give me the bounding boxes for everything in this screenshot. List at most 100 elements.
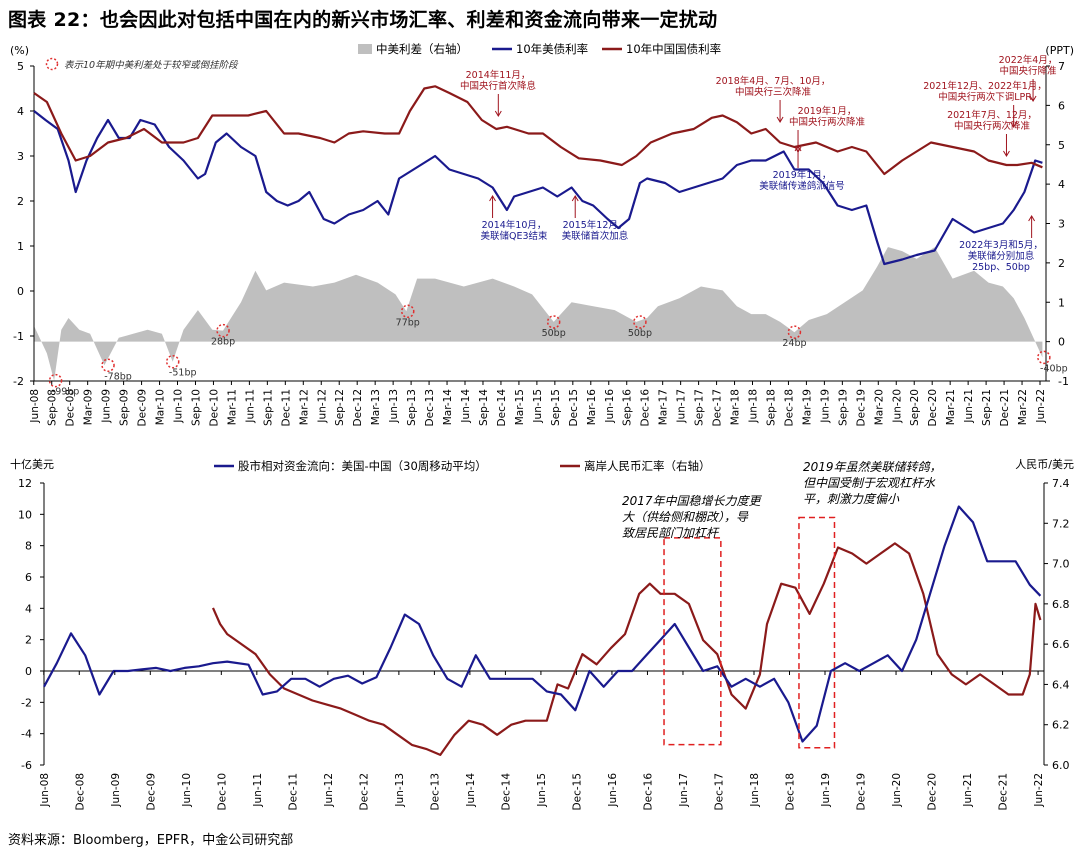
cn-policy-annotation: 2014年11月， (466, 69, 531, 81)
x-tick-label: Sep-15 (550, 389, 562, 426)
x-tick-label: Jun-22 (1033, 773, 1045, 808)
right-tick-label: 6.2 (1052, 719, 1070, 732)
policy-annotation: 2017年中国稳增长力度更 (622, 494, 763, 508)
cn-10y-line (33, 85, 1043, 176)
cn-policy-annotation: 2021年12月、2022年1月， (923, 80, 1047, 92)
x-tick-label: Jun-16 (604, 389, 616, 424)
spread-marker-circle (787, 325, 802, 339)
x-tick-label: Mar-11 (226, 389, 238, 425)
x-tick-label: Dec-12 (352, 389, 364, 426)
x-tick-label: Dec-18 (785, 773, 797, 810)
x-tick-label: Dec-08 (74, 773, 86, 810)
x-tick-label: Mar-14 (442, 389, 454, 426)
x-tick-label: Jun-20 (891, 773, 903, 808)
x-tick-label: Mar-12 (298, 389, 310, 425)
right-tick-label: 2 (1058, 257, 1065, 270)
spread-label: 28bp (211, 337, 235, 348)
source-note: 资料来源：Bloomberg，EPFR，中金公司研究部 (8, 833, 294, 848)
top-chart-plot: (%) (PPT) 5 4 3 2 1 0 -1 -2 7 6 5 4 3 2 1 0 -1 Jun-08 Sep-08… (10, 44, 1074, 426)
x-tick-label: Mar-21 (945, 389, 957, 425)
spread-label: -78bp (104, 371, 132, 382)
right-tick-label: 7.2 (1052, 517, 1070, 530)
x-tick-label: Mar-18 (730, 389, 742, 425)
bottom-chart-plot: 十亿美元 人民币/美元 12 10 8 6 4 2 0 -2 -4 -6 7.4 7.2 7.0 6.8 6.6… (10, 457, 1074, 810)
right-axis-unit: 人民币/美元 (1015, 458, 1074, 471)
x-tick-label: Dec-09 (137, 389, 149, 426)
fed-annotation: 2019年1月， (773, 169, 832, 181)
x-tick-label: Sep-13 (406, 389, 418, 426)
right-tick-label: 6 (1058, 99, 1065, 112)
cn-policy-annotation: 2019年1月， (798, 105, 857, 117)
cn-policy-annotation: 中国央行两次降准 (789, 116, 866, 128)
fed-annotation: 2015年12月， (563, 219, 628, 231)
us-10y-line (33, 110, 1043, 266)
left-tick-label: -6 (21, 759, 32, 772)
x-tick-label: Jun-19 (819, 389, 831, 424)
x-tick-label: Jun-21 (962, 773, 974, 808)
left-tick-label: 2 (25, 634, 32, 647)
policy-annotation: 大（供给侧和棚改），导 (622, 510, 749, 524)
legend-label-spread: 中美利差（右轴） (376, 42, 468, 56)
spread-label: 24bp (782, 338, 806, 349)
x-tick-label: Sep-20 (909, 389, 921, 426)
left-tick-label: 1 (17, 240, 24, 253)
spread-label: -99bp (52, 387, 80, 398)
x-tick-label: Dec-14 (496, 389, 508, 427)
fund-flow-line (43, 505, 1042, 743)
left-tick-label: -2 (21, 696, 32, 709)
x-tick-label: Jun-09 (110, 773, 122, 808)
x-tick-label: Jun-14 (465, 773, 477, 808)
x-tick-label: Dec-17 (713, 773, 725, 810)
spread-label: 77bp (396, 317, 420, 328)
x-tick-label: Mar-15 (514, 389, 526, 425)
cn-policy-annotation: 2018年4月、7月、10月， (716, 75, 831, 87)
right-tick-label: 5 (1058, 139, 1065, 152)
x-tick-label: Dec-11 (287, 773, 299, 810)
fed-annotation: 25bp、50bp (972, 262, 1030, 273)
cn-policy-annotation: 2022年4月， (999, 54, 1058, 66)
fed-arrowhead (489, 195, 496, 202)
x-tick-label: Dec-20 (927, 389, 939, 426)
cn-policy-annotation: 中国央行两次下调LPR (938, 91, 1032, 103)
x-tick-label: Dec-18 (783, 389, 795, 426)
legend-note: 表示10年期中美利差处于较窄或倒挂阶段 (64, 59, 239, 71)
policy-annotation: 平，刺激力度偏小 (803, 492, 900, 506)
policy-annotation: 致居民部门加杠杆 (622, 526, 720, 540)
left-tick-label: -4 (21, 728, 32, 741)
cnh-line (211, 542, 1042, 757)
x-tick-label: Jun-18 (748, 389, 760, 424)
left-tick-label: 10 (18, 508, 32, 521)
x-tick-label: Jun-14 (460, 389, 472, 424)
x-tick-label: Jun-16 (607, 773, 619, 808)
left-tick-label: 12 (18, 477, 32, 490)
x-tick-label: Sep-12 (334, 389, 346, 426)
x-tick-label: Jun-13 (388, 389, 400, 424)
x-tick-label: Sep-09 (119, 389, 131, 426)
cn-policy-arrowhead (1003, 150, 1010, 157)
x-tick-label: Jun-19 (820, 773, 832, 808)
right-tick-label: 4 (1058, 178, 1065, 191)
fed-annotation: 美联储分别加息 (968, 250, 1035, 262)
x-tick-label: Dec-16 (640, 389, 652, 427)
x-tick-label: Dec-14 (500, 773, 512, 811)
x-tick-label: Dec-19 (855, 389, 867, 426)
left-axis-unit: (%) (10, 44, 29, 57)
x-tick-label: Dec-10 (216, 773, 228, 810)
x-tick-label: Jun-17 (678, 773, 690, 808)
left-tick-label: 4 (17, 105, 24, 118)
left-tick-label: 4 (25, 602, 32, 615)
x-tick-label: Sep-14 (478, 389, 490, 426)
x-tick-label: Jun-10 (173, 389, 185, 424)
left-tick-label: -1 (13, 330, 24, 343)
left-tick-label: 2 (17, 195, 24, 208)
legend-label-cnh: 离岸人民币汇率（右轴） (584, 459, 711, 473)
x-tick-label: Dec-15 (571, 773, 583, 810)
x-tick-label: Dec-13 (424, 389, 436, 426)
x-tick-label: Jun-10 (181, 773, 193, 808)
x-tick-label: Sep-08 (47, 389, 59, 426)
x-tick-label: Dec-11 (280, 389, 292, 426)
right-tick-label: 3 (1058, 218, 1065, 231)
spread-marker-circle (401, 304, 415, 319)
fed-annotation: 美联储QE3结束 (480, 230, 548, 242)
spread-label: -51bp (169, 368, 197, 379)
